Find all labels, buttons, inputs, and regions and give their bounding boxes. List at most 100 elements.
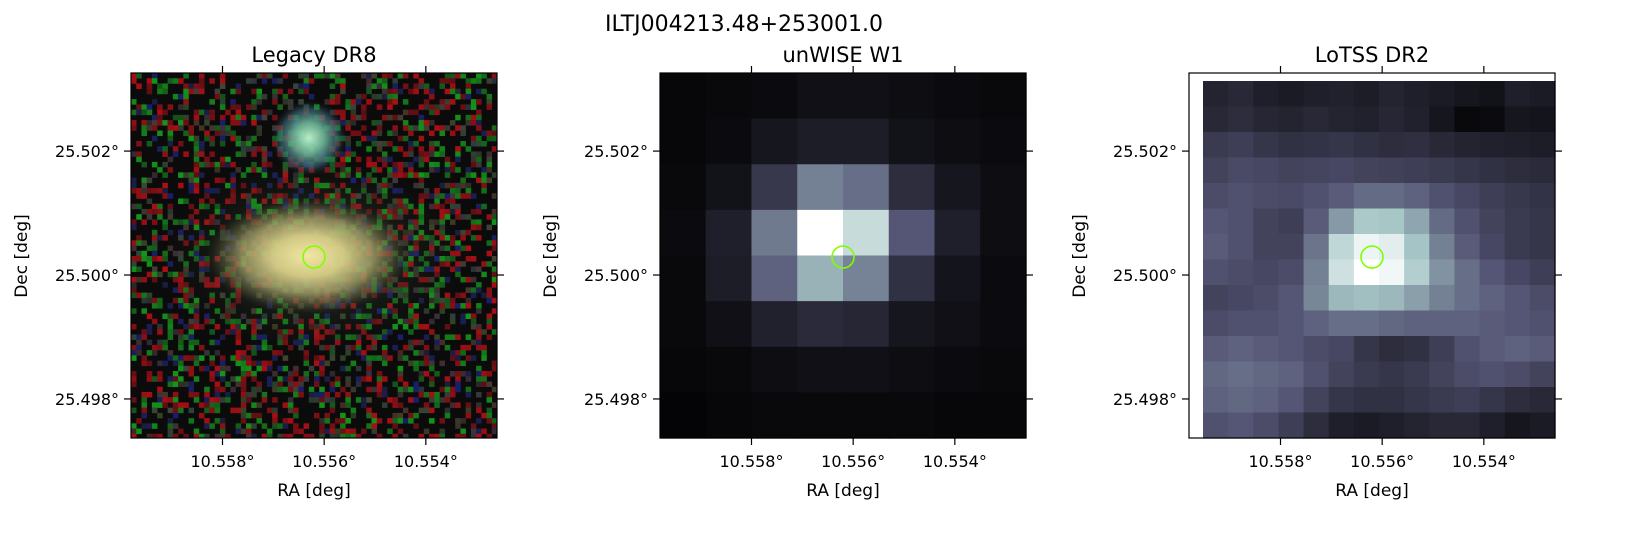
noise-pixel xyxy=(340,114,346,121)
noise-pixel xyxy=(167,397,174,403)
noise-pixel xyxy=(219,83,226,89)
noise-pixel xyxy=(423,391,430,398)
noise-pixel xyxy=(183,334,189,340)
noise-pixel xyxy=(198,402,205,408)
noise-pixel xyxy=(429,360,435,367)
noise-pixel xyxy=(308,365,315,372)
noise-pixel xyxy=(251,88,257,95)
noise-pixel xyxy=(251,104,257,110)
noise-pixel xyxy=(172,376,179,382)
noise-pixel xyxy=(240,428,247,435)
noise-pixel xyxy=(486,397,493,403)
image-pixel xyxy=(1404,361,1430,388)
noise-pixel xyxy=(350,151,357,157)
image-pixel xyxy=(1228,412,1254,439)
noise-pixel xyxy=(465,303,472,309)
image-pixel xyxy=(843,73,890,120)
noise-pixel xyxy=(340,433,346,438)
noise-pixel xyxy=(183,365,189,372)
noise-pixel xyxy=(366,344,372,351)
noise-pixel xyxy=(476,391,482,398)
noise-pixel xyxy=(449,193,456,199)
image-pixel xyxy=(751,346,798,393)
noise-pixel xyxy=(376,130,383,137)
image-pixel xyxy=(797,301,844,348)
noise-pixel xyxy=(476,135,482,142)
noise-pixel xyxy=(235,151,242,157)
noise-pixel xyxy=(402,135,409,142)
noise-pixel xyxy=(366,360,372,367)
noise-pixel xyxy=(439,151,446,157)
noise-pixel xyxy=(345,120,351,126)
noise-pixel xyxy=(188,329,195,335)
image-pixel xyxy=(660,73,707,120)
y-tick-label: 25.500° xyxy=(1113,266,1177,285)
noise-pixel xyxy=(219,371,226,377)
noise-pixel xyxy=(444,193,451,199)
noise-pixel xyxy=(151,188,158,194)
noise-pixel xyxy=(486,99,493,105)
noise-pixel xyxy=(178,428,184,435)
image-pixel xyxy=(1303,259,1330,286)
noise-pixel xyxy=(408,146,414,152)
noise-pixel xyxy=(198,172,205,178)
galaxy-blob xyxy=(206,198,410,314)
image-pixel xyxy=(1353,412,1380,439)
noise-pixel xyxy=(465,334,472,340)
noise-pixel xyxy=(491,276,497,283)
noise-pixel xyxy=(162,219,168,225)
noise-pixel xyxy=(434,167,440,173)
noise-pixel xyxy=(219,428,226,435)
image-pixel xyxy=(751,209,798,257)
noise-pixel xyxy=(455,114,461,121)
noise-pixel xyxy=(219,376,226,382)
noise-pixel xyxy=(470,135,477,142)
noise-pixel xyxy=(423,428,430,435)
image-pixel xyxy=(797,346,844,393)
noise-pixel xyxy=(491,146,497,152)
noise-pixel xyxy=(214,161,221,168)
image-pixel xyxy=(1529,183,1556,210)
noise-pixel xyxy=(397,135,404,142)
image-pixel xyxy=(1504,285,1531,312)
noise-pixel xyxy=(136,344,142,351)
noise-pixel xyxy=(225,161,231,168)
noise-pixel xyxy=(298,386,304,393)
noise-pixel xyxy=(408,360,414,367)
noise-pixel xyxy=(444,297,451,304)
noise-pixel xyxy=(371,428,378,435)
noise-pixel xyxy=(350,99,357,105)
noise-pixel xyxy=(429,161,435,168)
noise-pixel xyxy=(219,433,226,438)
noise-pixel xyxy=(397,418,404,424)
noise-pixel xyxy=(465,120,472,126)
image-pixel xyxy=(1379,106,1405,133)
noise-pixel xyxy=(167,334,174,340)
noise-pixel xyxy=(486,418,493,424)
noise-pixel xyxy=(460,93,466,100)
panel-title: Legacy DR8 xyxy=(251,43,376,67)
noise-pixel xyxy=(219,120,226,126)
noise-pixel xyxy=(465,313,472,320)
image-pixel xyxy=(797,73,844,120)
noise-pixel xyxy=(162,313,168,320)
noise-pixel xyxy=(455,350,461,356)
x-tick-label: 10.556° xyxy=(1350,452,1414,471)
noise-pixel xyxy=(376,433,383,438)
noise-pixel xyxy=(157,203,163,210)
noise-pixel xyxy=(324,360,330,367)
noise-pixel xyxy=(345,146,351,152)
noise-pixel xyxy=(204,386,210,393)
noise-pixel xyxy=(486,177,493,184)
noise-pixel xyxy=(460,371,466,377)
image-pixel xyxy=(751,118,798,165)
noise-pixel xyxy=(172,151,179,157)
image-pixel xyxy=(1328,106,1355,133)
noise-pixel xyxy=(293,381,299,388)
noise-pixel xyxy=(408,109,414,116)
noise-pixel xyxy=(178,93,184,100)
noise-pixel xyxy=(157,130,163,137)
noise-pixel xyxy=(141,297,147,304)
noise-pixel xyxy=(376,355,383,361)
noise-pixel xyxy=(434,151,440,157)
